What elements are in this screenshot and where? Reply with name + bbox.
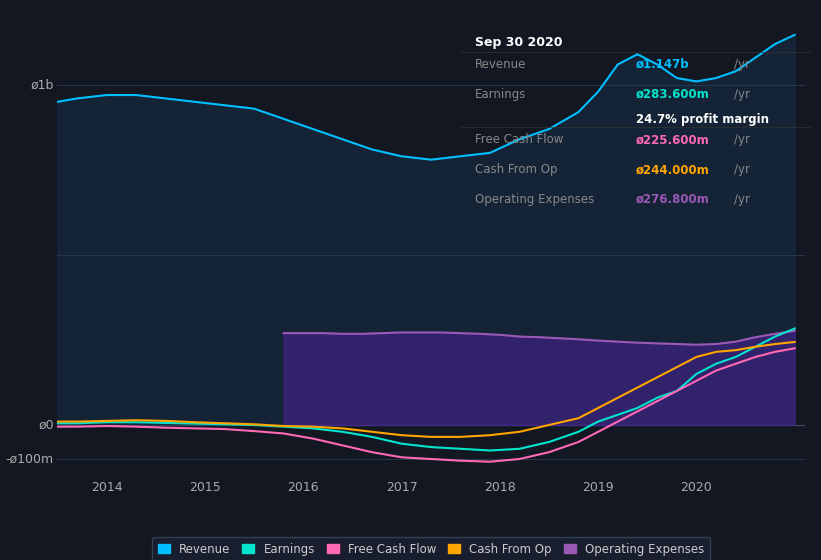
Text: /yr: /yr <box>734 58 750 71</box>
Text: Earnings: Earnings <box>475 87 527 101</box>
Text: /yr: /yr <box>734 87 750 101</box>
Text: ø0: ø0 <box>38 418 53 431</box>
Text: /yr: /yr <box>734 133 750 146</box>
Text: /yr: /yr <box>734 193 750 206</box>
Text: Revenue: Revenue <box>475 58 527 71</box>
Text: ø225.600m: ø225.600m <box>636 133 709 146</box>
Text: 24.7% profit margin: 24.7% profit margin <box>636 114 768 127</box>
Text: Cash From Op: Cash From Op <box>475 163 557 176</box>
Text: -ø100m: -ø100m <box>6 452 53 465</box>
Legend: Revenue, Earnings, Free Cash Flow, Cash From Op, Operating Expenses: Revenue, Earnings, Free Cash Flow, Cash … <box>152 537 710 560</box>
Text: ø283.600m: ø283.600m <box>636 87 709 101</box>
Text: Sep 30 2020: Sep 30 2020 <box>475 36 563 49</box>
Text: /yr: /yr <box>734 163 750 176</box>
Text: ø1b: ø1b <box>30 78 53 91</box>
Text: ø276.800m: ø276.800m <box>636 193 709 206</box>
Text: Operating Expenses: Operating Expenses <box>475 193 594 206</box>
Text: Free Cash Flow: Free Cash Flow <box>475 133 564 146</box>
Text: ø244.000m: ø244.000m <box>636 163 709 176</box>
Text: ø1.147b: ø1.147b <box>636 58 690 71</box>
